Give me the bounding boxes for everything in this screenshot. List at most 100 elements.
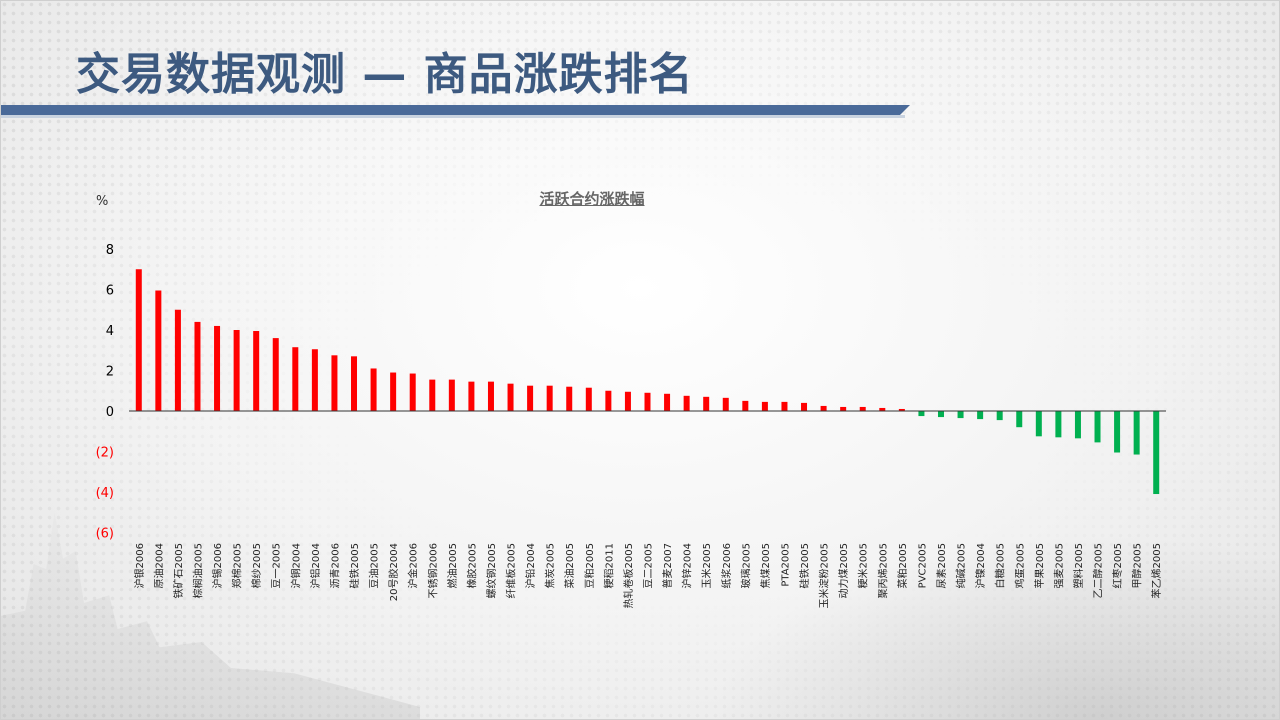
x-tick-label: 甲醇2005 [1131,543,1144,588]
bar [742,400,749,411]
x-tick-label: 硅铁2005 [798,543,811,588]
x-tick-label: 玉米2005 [700,543,713,588]
bar [1035,411,1042,437]
bar [1153,411,1160,495]
x-tick-label: 普麦2007 [661,543,674,588]
bar [898,408,905,411]
bar [135,269,142,411]
x-tick-label: 棕榈油2005 [191,543,204,598]
bar [253,331,260,411]
x-tick-label: 燃油2005 [446,543,459,588]
y-tick-label: (4) [96,486,114,501]
bar [1055,411,1062,438]
x-tick-label: 动力煤2005 [837,543,850,598]
bar [370,368,377,411]
bar [879,407,886,411]
bar [761,401,768,411]
bar [155,290,162,411]
x-tick-label: 沪锡2006 [211,543,224,588]
x-tick-label: 原油2004 [152,543,165,588]
y-tick-label: 0 [106,405,114,420]
bar [390,372,397,411]
y-tick-label: 4 [106,324,114,339]
x-tick-label: 焦炭2005 [544,543,557,588]
y-tick-label: (6) [96,527,114,542]
bar [311,349,318,411]
x-tick-label: 豆油2005 [368,543,381,588]
x-tick-label: 郑棉2005 [231,543,244,588]
x-tick-label: 沪铅2004 [524,543,537,588]
x-tick-label: PVC2005 [917,543,928,588]
x-tick-label: 粳稻2011 [602,543,615,588]
x-tick-label: 菜油2005 [563,543,576,588]
x-tick-label: 强麦2005 [1053,543,1065,588]
y-tick-label: 2 [106,365,114,380]
bar [605,390,612,411]
title-underline-bar [0,105,910,115]
bar [801,402,808,411]
x-tick-label: 沪铜2004 [289,543,302,588]
x-tick-label: 沪镍2004 [974,543,987,588]
bar [918,411,925,417]
x-tick-label: 沪银2006 [133,543,146,588]
x-tick-label: 沪锌2004 [681,543,694,588]
bar [566,386,573,411]
bar [468,381,475,411]
bar [957,411,964,419]
x-tick-label: 20号胶2004 [387,543,400,601]
bar [487,381,494,411]
bar [624,391,631,411]
x-tick-label: 铁矿石2005 [172,543,185,598]
bar [292,347,299,411]
x-tick-label: 纸浆2006 [720,543,733,588]
bar [448,379,455,411]
bar [722,397,729,411]
bar [331,355,338,411]
bar [859,406,866,411]
page-title: 交易数据观测 — 商品涨跌排名 [76,49,694,100]
x-tick-label: 沥青2006 [328,543,341,588]
bar [664,393,671,411]
bar [820,405,827,411]
bar [585,387,592,411]
y-tick-label: 8 [106,243,114,258]
x-tick-label: 热轧卷板2005 [622,543,635,608]
x-tick-label: 不锈钢2006 [426,543,439,598]
bar [351,356,358,411]
x-tick-label: 尿素2005 [935,543,948,588]
x-tick-label: 豆二2005 [643,543,655,588]
bar [194,321,201,411]
bar [1074,411,1081,439]
y-tick-label: 6 [106,284,114,299]
bar [977,411,984,420]
x-tick-label: 沪金2006 [407,543,420,588]
x-tick-label: 粳米2005 [857,543,870,588]
x-tick-label: 玻璃2005 [739,543,752,588]
bar [683,395,690,411]
x-tick-label: 红枣2005 [1111,543,1124,588]
bar [703,396,710,411]
bar [644,392,651,411]
bar [233,330,240,411]
y-tick-label: (2) [96,446,114,461]
bar [507,383,514,411]
x-tick-label: 纯碱2005 [955,543,968,588]
bar [429,379,436,411]
x-tick-label: 乙二醇2005 [1092,543,1105,598]
bar [1016,411,1023,428]
x-tick-label: 豆粕2005 [583,543,596,588]
x-tick-label: 焦煤2005 [759,543,772,588]
x-tick-label: 白糖2005 [994,543,1007,588]
x-tick-label: 苹果2005 [1033,543,1046,588]
x-tick-label: 聚丙烯2005 [876,543,889,598]
y-axis-unit: % [96,194,109,209]
x-tick-label: 棉纱2005 [250,543,263,588]
bar [996,411,1003,421]
x-tick-label: 纤维板2005 [505,543,518,598]
x-tick-label: 螺纹钢2005 [485,543,498,598]
bar [1133,411,1140,455]
x-tick-label: 沪铝2004 [309,543,322,588]
x-tick-label: PTA2005 [780,543,791,587]
